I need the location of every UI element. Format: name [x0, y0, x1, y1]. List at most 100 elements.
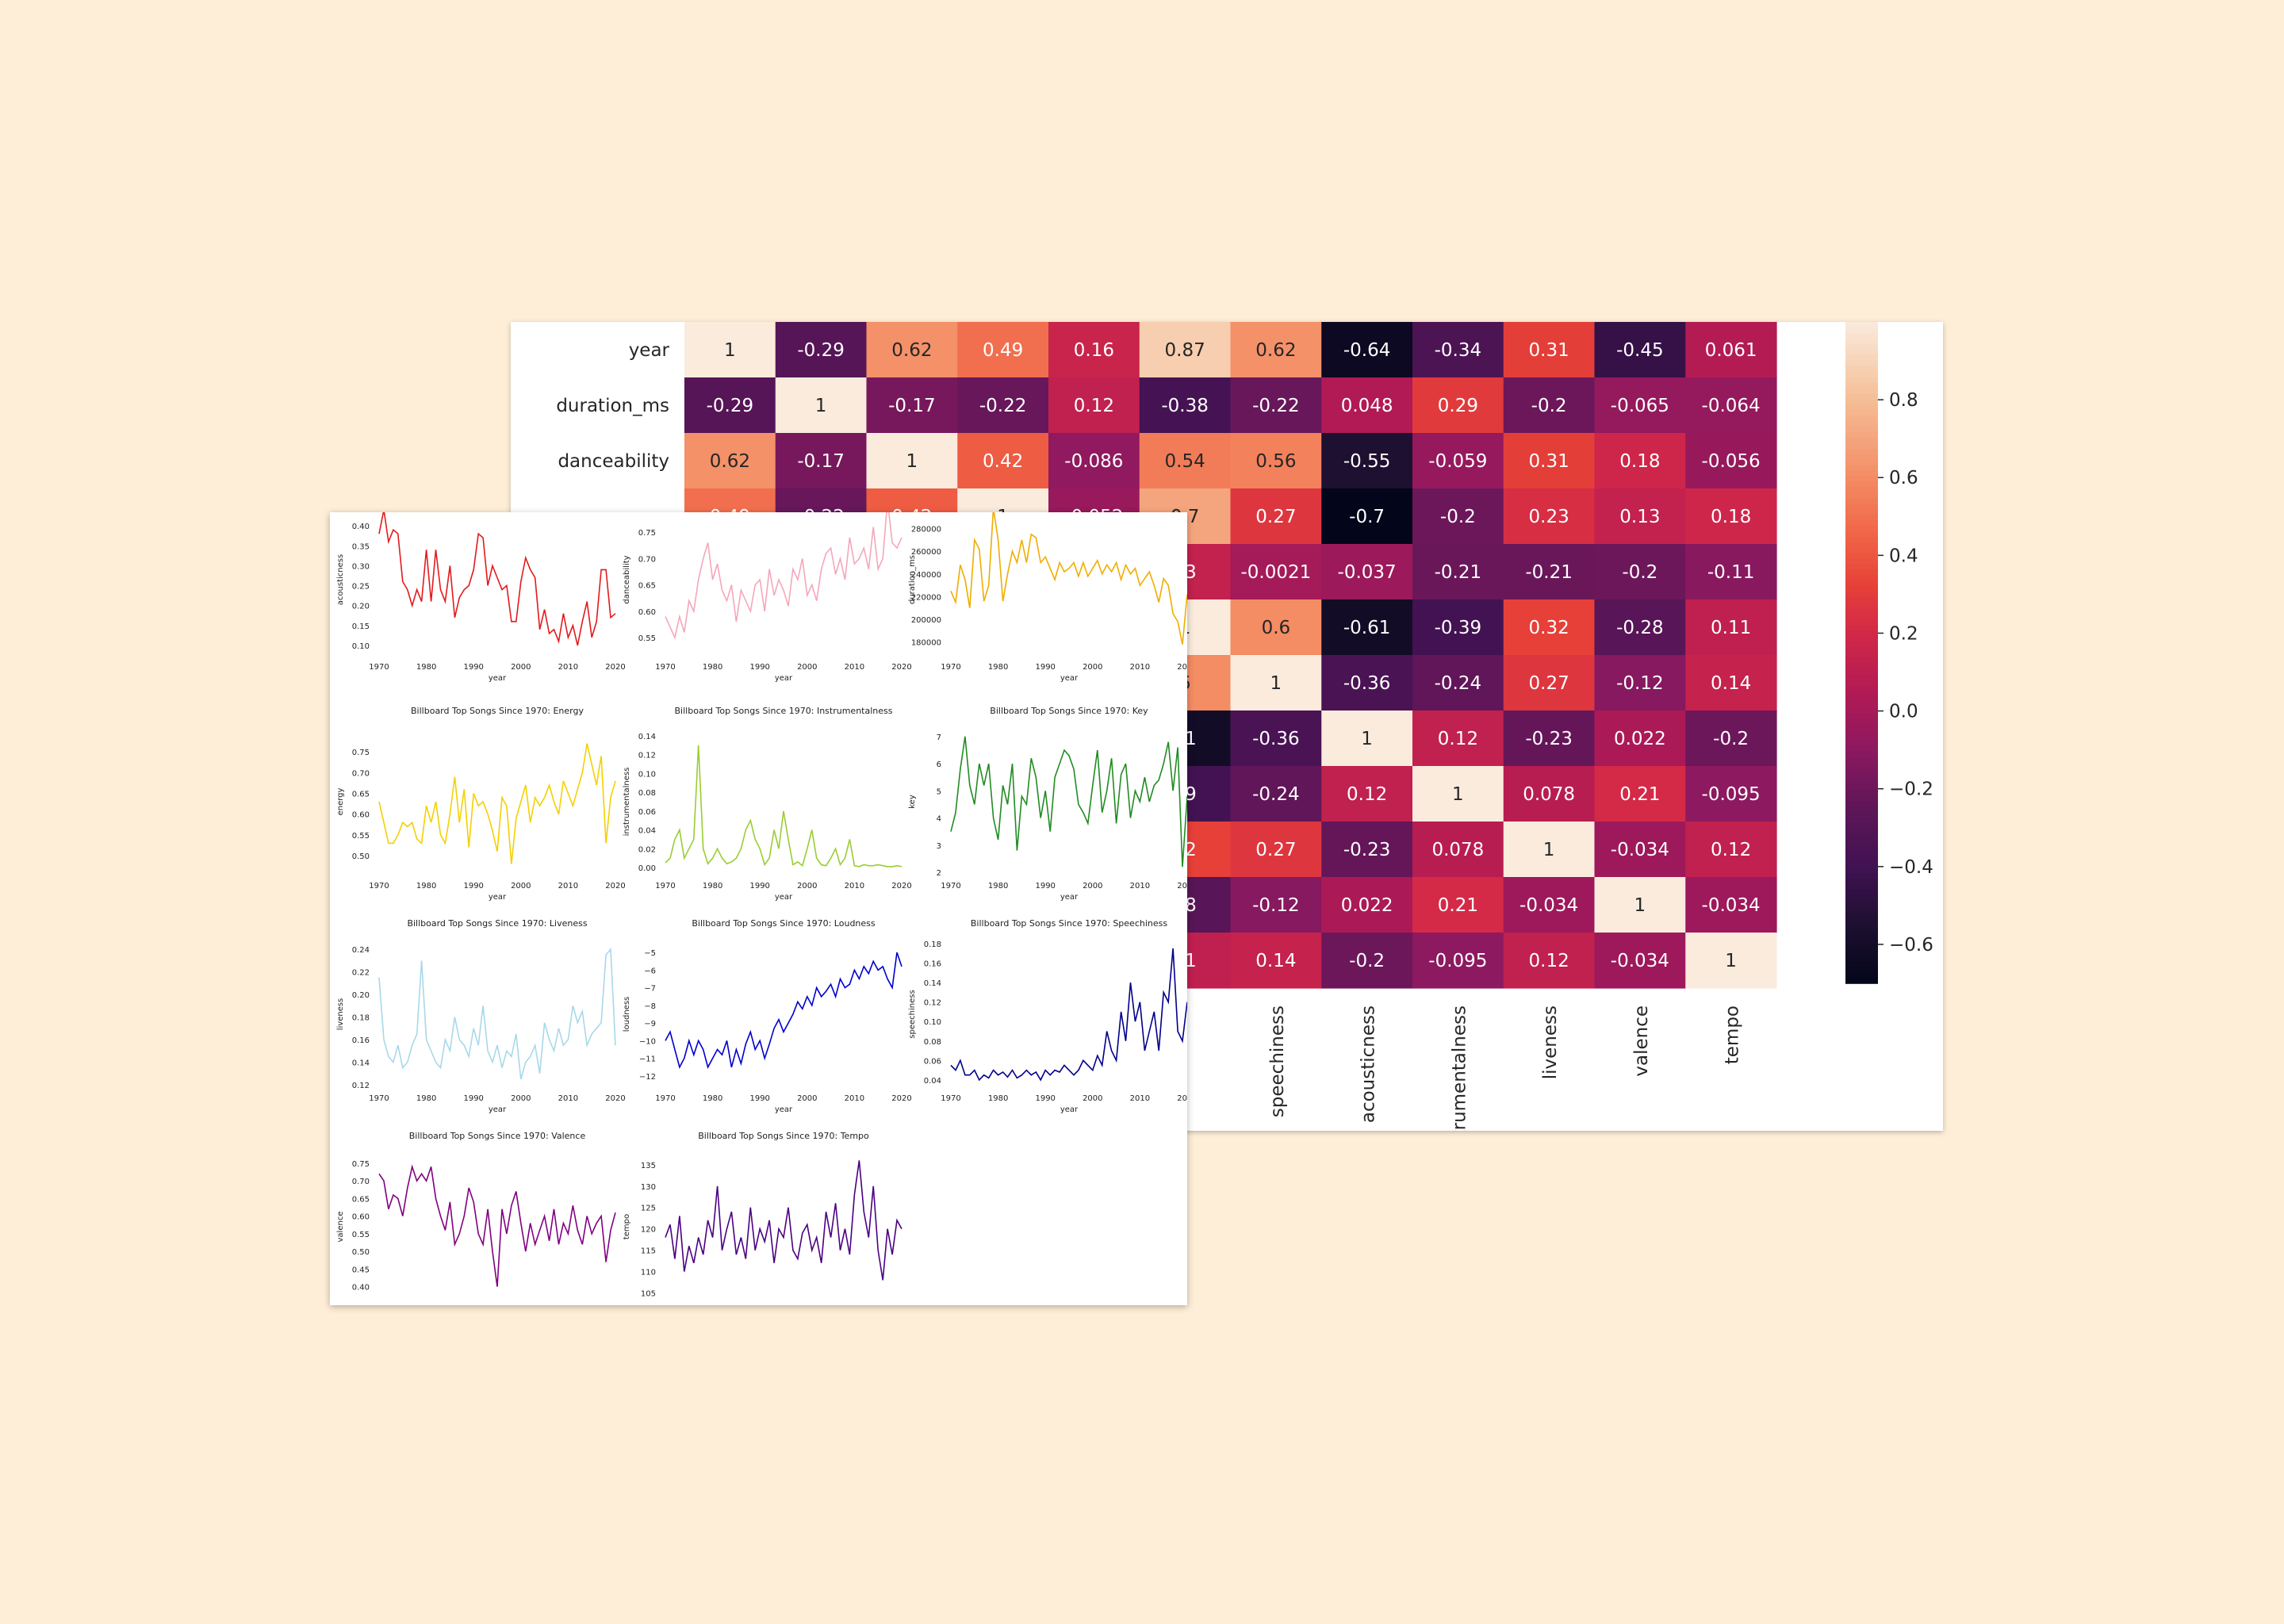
y-tick-label: 0.16: [924, 960, 941, 969]
heatmap-cell-label: -0.61: [1343, 618, 1391, 638]
heatmap-cell-label: -0.29: [797, 340, 845, 361]
heatmap-cell: [1321, 933, 1413, 989]
y-tick-label: 0.20: [352, 991, 370, 1000]
y-tick-label: 0.10: [924, 1018, 941, 1027]
x-tick-label: 1990: [749, 1094, 769, 1103]
panel-title: Billboard Top Songs Since 1970: Loudness: [692, 918, 876, 929]
y-tick-label: −8: [644, 1002, 656, 1011]
heatmap-row-label: danceability: [558, 451, 669, 472]
series-line: [665, 512, 902, 640]
heatmap-cell: [1412, 766, 1504, 822]
colorbar-segment: [1845, 917, 1878, 924]
x-tick-label: 2020: [605, 1094, 625, 1103]
colorbar-segment: [1845, 829, 1878, 836]
y-tick-label: 0.50: [352, 1248, 370, 1257]
x-tick-label: 1970: [941, 882, 960, 891]
heatmap-cell: [1503, 488, 1596, 545]
heatmap-cell-label: 0.27: [1255, 507, 1296, 527]
y-tick-label: 0.24: [352, 946, 370, 955]
x-tick-label: 2010: [558, 1094, 578, 1103]
heatmap-cell-label: 0.11: [1711, 618, 1751, 638]
heatmap-cell: [1230, 877, 1322, 933]
x-tick-label: 1980: [988, 1094, 1008, 1103]
y-tick-label: 0.60: [352, 1213, 370, 1222]
heatmap-cell: [1048, 377, 1140, 434]
colorbar-segment: [1845, 338, 1878, 345]
heatmap-cell-label: -0.28: [1616, 618, 1664, 638]
heatmap-cell: [1230, 933, 1322, 989]
x-axis-label: year: [775, 674, 793, 683]
x-tick-label: 2020: [605, 663, 625, 672]
heatmap-cell-label: 1: [1452, 784, 1464, 805]
heatmap-cell: [1685, 822, 1777, 878]
colorbar-segment: [1845, 459, 1878, 466]
colorbar-segment: [1845, 448, 1878, 455]
y-tick-label: 0.40: [352, 1284, 370, 1293]
y-tick-label: 0.25: [352, 583, 370, 592]
heatmap-cell: [1594, 933, 1686, 989]
heatmap-cell: [775, 322, 868, 378]
y-tick-label: 0.12: [352, 1082, 370, 1090]
heatmap-cell: [1412, 544, 1504, 600]
heatmap-cell: [1685, 433, 1777, 489]
heatmap-cell: [1321, 710, 1413, 767]
colorbar-segment: [1845, 752, 1878, 758]
colorbar-segment: [1845, 795, 1878, 802]
x-tick-label: 1970: [941, 1094, 960, 1103]
heatmap-cell: [1412, 710, 1504, 767]
x-tick-label: 1970: [369, 663, 389, 672]
y-tick-label: −12: [639, 1073, 656, 1082]
heatmap-cell: [775, 377, 868, 434]
heatmap-cell: [1503, 766, 1596, 822]
x-tick-label: 2000: [511, 1094, 531, 1103]
heatmap-cell: [684, 377, 776, 434]
y-tick-label: 0.55: [352, 832, 370, 841]
y-tick-label: −11: [639, 1055, 656, 1064]
line-panel: Billboard Top Songs Since 1970: Instrume…: [623, 706, 912, 902]
y-axis-label: loudness: [623, 997, 631, 1032]
colorbar-segment: [1845, 956, 1878, 962]
y-tick-label: 125: [641, 1205, 656, 1213]
heatmap-cell-label: 0.022: [1341, 895, 1393, 916]
colorbar-segment: [1845, 873, 1878, 879]
heatmap-cell-label: -0.2: [1349, 951, 1385, 971]
y-tick-label: 0.45: [352, 1266, 370, 1274]
y-tick-label: 2: [937, 869, 941, 878]
colorbar-segment: [1845, 801, 1878, 808]
heatmap-cell-label: -0.22: [1252, 396, 1300, 416]
colorbar-segment: [1845, 327, 1878, 334]
y-axis-label: liveness: [336, 998, 345, 1031]
heatmap-cell: [1503, 433, 1596, 489]
line-panel: Billboard Top Songs Since 1970: Energy 0.…: [336, 706, 626, 902]
heatmap-cell: [1139, 322, 1232, 378]
heatmap-cell-label: -0.38: [1161, 396, 1209, 416]
colorbar-segment: [1845, 349, 1878, 356]
panel-title: Billboard Top Songs Since 1970: Tempo: [698, 1131, 869, 1141]
x-tick-label: 1970: [655, 663, 675, 672]
colorbar-segment: [1845, 653, 1878, 659]
heatmap-column-label: liveness: [1540, 1005, 1561, 1079]
y-tick-label: 0.10: [352, 642, 370, 651]
heatmap-cell: [1230, 488, 1322, 545]
colorbar-tick-label: 0.0: [1889, 702, 1918, 722]
colorbar-segment: [1845, 427, 1878, 433]
heatmap-cell-label: -0.29: [707, 396, 754, 416]
colorbar-segment: [1845, 481, 1878, 488]
heatmap-cell-label: 0.23: [1529, 507, 1569, 527]
heatmap-cell: [1685, 377, 1777, 434]
y-tick-label: 0.65: [352, 791, 370, 799]
heatmap-cell: [1503, 822, 1596, 878]
heatmap-cell: [1321, 599, 1413, 656]
heatmap-cell-label: -0.086: [1064, 451, 1123, 472]
heatmap-cell: [1139, 433, 1232, 489]
heatmap-cell-label: 0.048: [1341, 396, 1393, 416]
colorbar-segment: [1845, 569, 1878, 576]
heatmap-cell: [1594, 433, 1686, 489]
heatmap-cell-label: 0.18: [1619, 451, 1660, 472]
colorbar-segment: [1845, 492, 1878, 500]
y-tick-label: −10: [639, 1037, 656, 1046]
colorbar-segment: [1845, 768, 1878, 775]
colorbar-segment: [1845, 575, 1878, 582]
heatmap-cell-label: 1: [1725, 951, 1737, 971]
series-line: [665, 1160, 902, 1281]
